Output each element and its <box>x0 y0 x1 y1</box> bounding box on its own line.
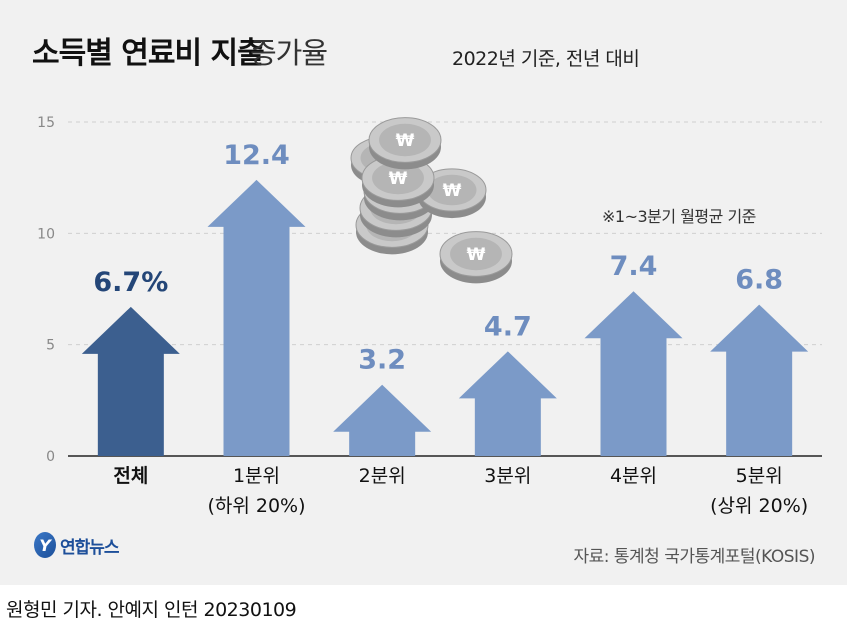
logo-text: 연합뉴스 <box>60 537 120 558</box>
bar-arrow-2 <box>207 179 306 457</box>
coin-icon: ₩ <box>417 168 487 219</box>
data-label-3: 3.2 <box>358 345 406 376</box>
chart-title-suffix: 증가율 <box>250 36 328 70</box>
coin-stack-illustration: ₩₩₩₩₩₩₩₩ <box>350 117 513 284</box>
logo-icon: Y <box>34 532 56 558</box>
coin-icon: ₩ <box>439 231 513 284</box>
y-tick-label: 0 <box>46 449 55 465</box>
y-tick-label: 5 <box>46 338 55 354</box>
y-tick-label: 10 <box>37 226 55 242</box>
data-label-6: 6.8 <box>735 265 783 296</box>
credit-line: 원형민 기자. 안예지 인턴 20230109 <box>6 599 297 621</box>
bar-arrow-3 <box>333 384 432 456</box>
data-label-4: 4.7 <box>484 311 532 342</box>
svg-text:₩: ₩ <box>467 245 486 265</box>
bar-arrow-5 <box>584 291 683 456</box>
data-label-5: 7.4 <box>610 251 658 282</box>
category-label-4: 3분위 <box>484 465 531 487</box>
category-label-3: 2분위 <box>359 465 406 487</box>
chart-card <box>0 0 847 585</box>
category-sublabel-2: (하위 20%) <box>207 495 305 517</box>
source-note: 자료: 통계청 국가통계포털(KOSIS) <box>573 547 815 567</box>
footnote: ※1~3분기 월평균 기준 <box>602 207 756 226</box>
category-label-1: 전체 <box>113 465 148 487</box>
data-label-2: 12.4 <box>223 140 290 171</box>
bar-arrow-6 <box>710 304 809 456</box>
chart-subtitle: 2022년 기준, 전년 대비 <box>452 48 640 70</box>
bar-arrow-4 <box>458 351 557 456</box>
category-label-2: 1분위 <box>233 465 280 487</box>
category-label-5: 4분위 <box>610 465 657 487</box>
svg-text:₩: ₩ <box>443 181 462 201</box>
chart-title: 소득별 연료비 지출 <box>32 36 265 71</box>
svg-text:₩: ₩ <box>389 169 408 189</box>
data-label-1: 6.7% <box>93 267 168 298</box>
yonhap-logo: Y 연합뉴스 <box>34 532 120 558</box>
svg-text:₩: ₩ <box>396 131 415 151</box>
bar-arrow-1 <box>81 306 180 456</box>
coin-icon: ₩ <box>368 117 442 170</box>
category-sublabel-6: (상위 20%) <box>710 495 808 517</box>
y-tick-label: 15 <box>37 115 55 131</box>
category-label-6: 5분위 <box>736 465 783 487</box>
